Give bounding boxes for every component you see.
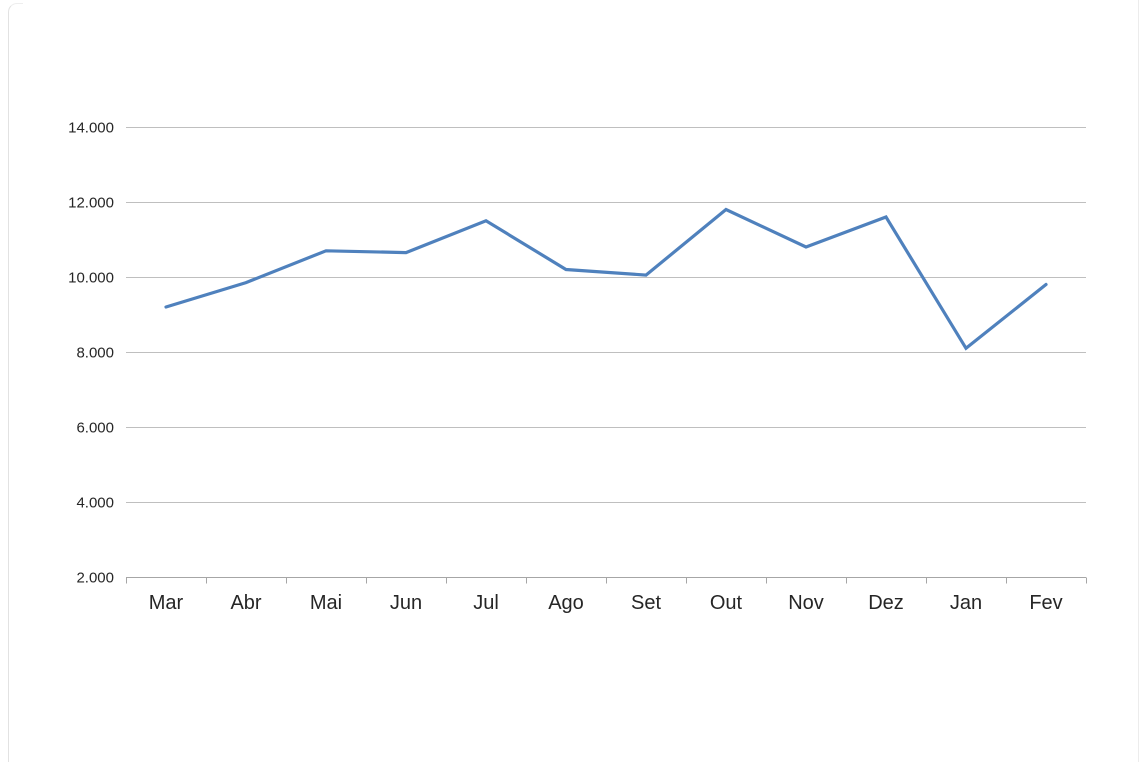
y-tick-label: 14.000 [68,120,114,137]
y-tick-label: 12.000 [68,195,114,212]
y-tick-label: 4.000 [76,495,114,512]
right-window-edge [1138,0,1139,762]
x-tick-label: Jun [390,592,422,614]
series-line [164,207,1048,351]
window-corner-edge [8,3,23,18]
y-tick-label: 8.000 [76,345,114,362]
x-tick-label: Nov [788,592,824,614]
x-tick-label: Ago [548,592,584,614]
x-tick-label: Set [631,592,661,614]
left-window-edge [8,12,9,762]
x-tick-label: Abr [230,592,261,614]
y-tick-label: 6.000 [76,420,114,437]
x-tick-label: Mai [310,592,342,614]
x-tick-label: Out [710,592,743,614]
x-tick-label: Fev [1029,592,1062,614]
y-tick-label: 10.000 [68,270,114,287]
x-tick-label: Mar [149,592,184,614]
y-tick-label: 2.000 [76,570,114,587]
x-tick-label: Jul [473,592,499,614]
x-tick-label: Jan [950,592,982,614]
x-tick-label: Dez [868,592,904,614]
